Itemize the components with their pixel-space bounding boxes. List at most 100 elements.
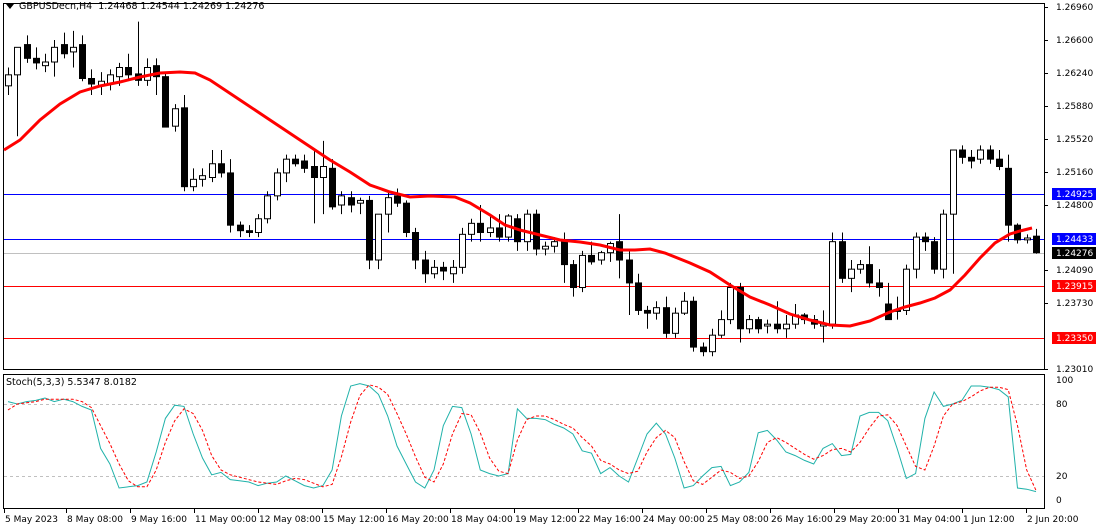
bull-candle bbox=[857, 264, 864, 270]
time-tick-label: 18 May 04:00 bbox=[451, 515, 513, 525]
bull-candle bbox=[598, 252, 605, 261]
bull-candle bbox=[746, 319, 753, 330]
bull-candle bbox=[681, 300, 688, 314]
bear-candle bbox=[922, 236, 929, 243]
bear-candle bbox=[301, 160, 308, 169]
bull-candle bbox=[172, 108, 179, 127]
bull-candle bbox=[264, 195, 271, 220]
bear-candle bbox=[61, 44, 68, 55]
bull-candle bbox=[848, 268, 855, 279]
stoch-tick-label: 0 bbox=[1056, 496, 1062, 506]
bull-candle bbox=[51, 46, 58, 63]
time-tick-label: 12 May 08:00 bbox=[259, 515, 321, 525]
bear-candle bbox=[329, 167, 336, 208]
bull-candle bbox=[209, 163, 216, 179]
bear-candle bbox=[839, 241, 846, 279]
bear-candle bbox=[292, 158, 299, 165]
price-level-label: 1.24433 bbox=[1056, 235, 1093, 245]
bull-candle bbox=[764, 323, 771, 327]
bull-candle bbox=[320, 166, 327, 179]
time-tick-label: 11 May 00:00 bbox=[195, 515, 257, 525]
time-tick-label: 25 May 08:00 bbox=[707, 515, 769, 525]
bear-candle bbox=[496, 227, 503, 238]
bull-candle bbox=[977, 149, 984, 160]
price-tick-label: 1.23730 bbox=[1056, 299, 1093, 309]
stoch-indicator-label: Stoch(5,3,3) 5.5347 8.0182 bbox=[6, 377, 137, 388]
bull-candle bbox=[579, 254, 586, 289]
stoch-tick-label: 100 bbox=[1056, 376, 1073, 386]
stoch-main-line bbox=[7, 383, 1037, 493]
bear-candle bbox=[996, 158, 1003, 168]
price-level-label: 1.24276 bbox=[1056, 249, 1093, 259]
price-panel-frame bbox=[3, 3, 1045, 370]
time-tick-label: 22 May 16:00 bbox=[579, 515, 641, 525]
price-tick-label: 1.26240 bbox=[1056, 69, 1093, 79]
bear-candle bbox=[422, 259, 429, 275]
bull-candle bbox=[542, 245, 549, 250]
stoch-tick-label: 20 bbox=[1056, 472, 1068, 482]
bull-candle bbox=[653, 307, 660, 314]
bear-candle bbox=[866, 264, 873, 284]
bear-candle bbox=[440, 266, 447, 272]
time-tick-label: 5 May 2023 bbox=[5, 515, 58, 525]
price-axis: 1.26960 1.26600 1.26240 1.25880 1.25520 1.251… bbox=[1044, 3, 1096, 375]
stoch-tick-label: 80 bbox=[1056, 400, 1068, 410]
price-level-badge bbox=[1052, 332, 1096, 344]
bull-candle bbox=[199, 175, 206, 180]
stoch-axis: 100 80 20 0 bbox=[1056, 376, 1073, 506]
bull-candle bbox=[783, 323, 790, 330]
bear-candle bbox=[348, 197, 355, 206]
bear-candle bbox=[690, 300, 697, 348]
time-tick-label: 16 May 20:00 bbox=[387, 515, 449, 525]
bear-candle bbox=[644, 309, 651, 314]
price-level-badge bbox=[1052, 280, 1096, 292]
price-level-badge bbox=[1052, 188, 1096, 200]
time-axis: 5 May 2023 8 May 08:00 9 May 16:00 11 May 0… bbox=[4, 509, 1079, 525]
bear-candle bbox=[181, 107, 188, 188]
bull-candle bbox=[903, 268, 910, 311]
bear-candle bbox=[876, 282, 883, 289]
bear-candle bbox=[403, 202, 410, 234]
bear-candle bbox=[79, 44, 86, 80]
time-tick-label: 2 Jun 20:00 bbox=[1027, 515, 1079, 525]
bear-candle bbox=[218, 163, 225, 174]
bear-candle bbox=[153, 65, 160, 78]
stochastic-oscillator bbox=[4, 383, 1044, 493]
bear-candle bbox=[987, 149, 994, 160]
symbol-label: GBPUSDecn,H4 bbox=[19, 1, 93, 12]
price-tick-label: 1.26960 bbox=[1056, 3, 1093, 13]
bull-candle bbox=[913, 236, 920, 270]
bear-candle bbox=[1005, 167, 1012, 226]
collapse-triangle-icon[interactable] bbox=[6, 4, 14, 9]
bull-candle bbox=[709, 334, 716, 353]
bear-candle bbox=[561, 239, 568, 266]
bear-candle bbox=[24, 44, 31, 59]
bear-candle bbox=[588, 254, 595, 263]
bull-candle bbox=[940, 213, 947, 270]
bear-candle bbox=[125, 67, 132, 76]
bull-candle bbox=[468, 222, 475, 235]
bull-candle bbox=[357, 199, 364, 204]
bear-candle bbox=[1033, 235, 1040, 254]
bear-candle bbox=[774, 323, 781, 330]
bull-candle bbox=[338, 195, 345, 206]
bear-candle bbox=[366, 199, 373, 261]
time-tick-label: 26 May 16:00 bbox=[771, 515, 833, 525]
time-tick-label: 9 May 16:00 bbox=[131, 515, 187, 525]
bull-candle bbox=[274, 172, 281, 197]
bear-candle bbox=[477, 222, 484, 234]
price-level-label: 1.24925 bbox=[1056, 190, 1093, 200]
bull-candle bbox=[718, 319, 725, 336]
bear-candle bbox=[959, 149, 966, 158]
bull-candle bbox=[431, 266, 438, 275]
bull-candle bbox=[950, 149, 957, 215]
price-tick-label: 1.25160 bbox=[1056, 168, 1093, 178]
time-tick-label: 31 May 04:00 bbox=[899, 515, 961, 525]
price-level-badge bbox=[1052, 247, 1096, 259]
time-tick-label: 24 May 00:00 bbox=[643, 515, 705, 525]
bear-candle bbox=[700, 346, 707, 353]
price-tick-label: 1.24090 bbox=[1056, 266, 1093, 276]
time-tick-label: 15 May 12:00 bbox=[323, 515, 385, 525]
ohlc-values: 1.24468 1.24544 1.24269 1.24276 bbox=[98, 1, 265, 12]
